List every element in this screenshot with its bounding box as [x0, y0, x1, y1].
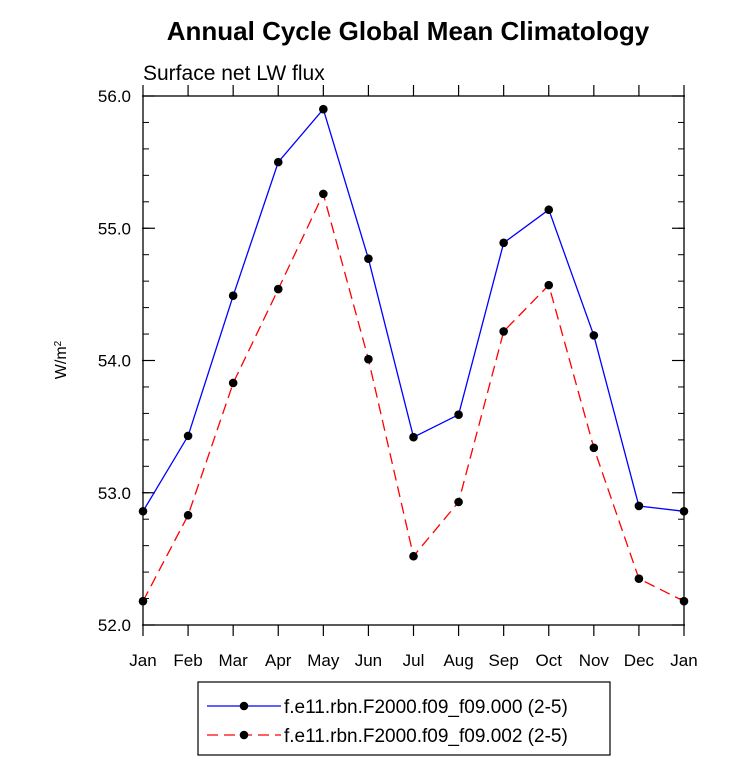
- x-tick-label: Mar: [219, 651, 249, 670]
- y-axis-label-exponent: 2: [53, 340, 64, 346]
- x-axis: Jan Feb Mar Apr May Jun Jul Aug Sep Oct Nov Dec Jan: [129, 85, 698, 670]
- data-point-s0: [499, 238, 508, 248]
- y-axis-label: W/m2: [53, 340, 71, 379]
- series-line-1: [142, 192, 685, 602]
- x-tick-label: Jul: [403, 651, 425, 670]
- data-point-s1: [454, 497, 463, 507]
- y-tick-label: 56.0: [98, 87, 131, 106]
- x-tick-label: Dec: [624, 651, 655, 670]
- legend-label-0: f.e11.rbn.F2000.f09_f09.000 (2-5): [284, 697, 568, 718]
- x-tick-label: Apr: [265, 651, 292, 670]
- chart-subtitle: Surface net LW flux: [143, 62, 325, 85]
- series-line-0: [142, 107, 685, 512]
- x-tick-label: Jan: [670, 651, 697, 670]
- plot-frame: [142, 95, 685, 626]
- data-point-s0: [273, 157, 283, 167]
- x-tick-label: Oct: [536, 651, 563, 670]
- data-point-s0: [228, 291, 238, 300]
- legend-marker-1: [239, 730, 249, 740]
- data-point-s1: [409, 551, 418, 561]
- series-layer: [138, 104, 689, 606]
- data-point-s0: [319, 104, 328, 114]
- data-point-s0: [454, 410, 463, 420]
- data-point-s0: [544, 205, 554, 215]
- data-point-s1: [138, 596, 148, 606]
- data-point-s1: [499, 327, 508, 336]
- y-tick-label: 52.0: [98, 616, 131, 635]
- data-point-s1: [183, 510, 193, 520]
- x-tick-label: May: [307, 651, 340, 670]
- data-point-s0: [138, 506, 148, 516]
- legend-label-1: f.e11.rbn.F2000.f09_f09.002 (2-5): [284, 726, 568, 747]
- y-tick-label: 54.0: [98, 352, 131, 371]
- x-tick-label: Feb: [173, 651, 202, 670]
- data-point-s1: [634, 574, 644, 584]
- data-point-s1: [544, 280, 554, 290]
- legend-marker-0: [239, 701, 249, 711]
- x-tick-label: Sep: [489, 651, 519, 670]
- y-axis: 52.0 53.0 54.0 55.0 56.0: [98, 87, 685, 635]
- plot-border: [142, 95, 685, 626]
- data-point-s1: [273, 284, 283, 294]
- x-tick-label: Nov: [579, 651, 610, 670]
- data-point-s0: [589, 331, 599, 340]
- x-tick-label: Jan: [129, 651, 156, 670]
- data-point-s1: [228, 378, 238, 388]
- data-point-s0: [364, 254, 373, 263]
- data-point-s0: [183, 431, 193, 441]
- data-point-s1: [679, 596, 689, 606]
- chart-title: Annual Cycle Global Mean Climatology: [167, 16, 650, 46]
- data-point-s0: [634, 501, 644, 511]
- data-point-s0: [409, 432, 418, 442]
- x-tick-label: Jun: [355, 651, 382, 670]
- x-tick-label: Aug: [443, 651, 473, 670]
- legend-box: [197, 681, 611, 756]
- data-point-s0: [679, 506, 689, 516]
- y-tick-label: 55.0: [98, 219, 131, 238]
- y-tick-label: 53.0: [98, 484, 131, 503]
- legend: f.e11.rbn.F2000.f09_f09.000 (2-5) f.e11.r…: [197, 681, 611, 756]
- data-point-s1: [589, 443, 599, 453]
- data-point-s1: [319, 189, 328, 199]
- y-axis-label-unit: W/m: [53, 346, 70, 379]
- data-point-s1: [364, 354, 373, 364]
